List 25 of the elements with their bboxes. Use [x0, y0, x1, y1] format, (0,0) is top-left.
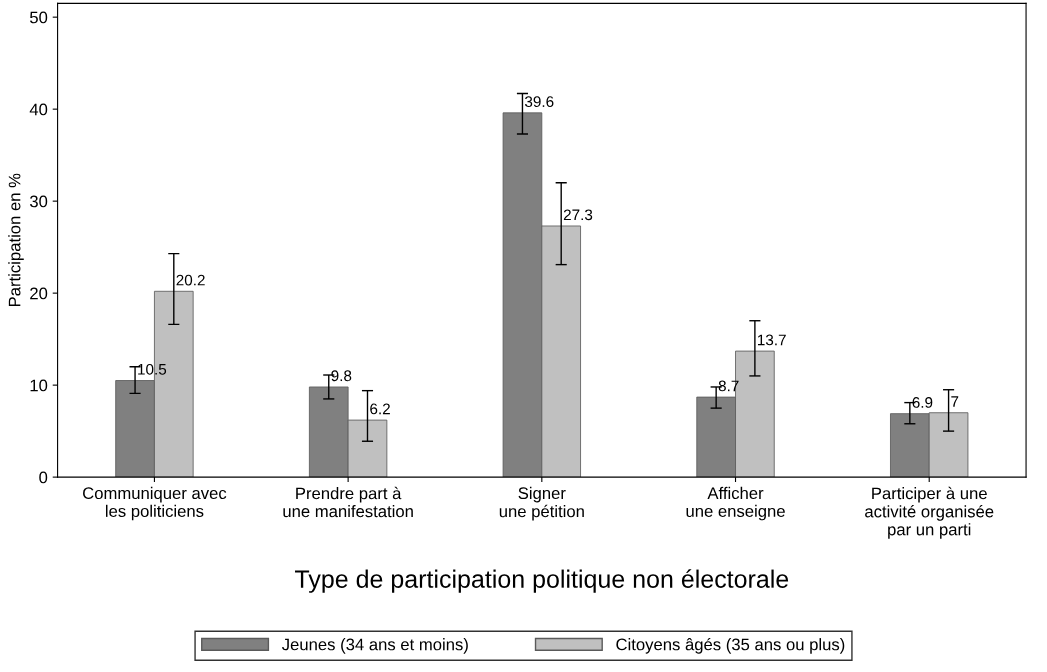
y-tick-label: 40: [29, 103, 48, 116]
x-tick-label: Afficher une enseigne: [686, 486, 785, 521]
y-tick-label: 0: [39, 471, 48, 484]
y-axis-title: Participation en %: [8, 173, 24, 307]
data-label: 39.6: [524, 96, 554, 108]
data-label: 7: [951, 396, 959, 407]
x-tick-label: Participer à une activité organisée par un parti: [865, 486, 994, 539]
x-tick-label: Communiquer avec les politiciens: [83, 486, 227, 521]
legend-label: Jeunes (34 ans et moins): [281, 638, 468, 654]
y-tick-label: 20: [30, 287, 48, 300]
data-label: 6.9: [912, 397, 933, 408]
x-axis-title: Type de participation politique non électorale: [295, 569, 789, 593]
data-label: 9.8: [331, 370, 352, 382]
y-tick-label: 10: [30, 379, 48, 392]
data-label: 8.7: [718, 380, 739, 392]
data-label: 27.3: [563, 209, 593, 221]
x-tick-label: Prendre part à une manifestation: [283, 486, 413, 518]
data-label: 20.2: [176, 274, 205, 286]
data-label: 6.2: [370, 403, 390, 415]
data-label: 13.7: [757, 334, 786, 346]
legend-label: Citoyens âgés (35 ans ou plus): [616, 637, 845, 654]
y-tick-label: 30: [29, 195, 48, 208]
y-tick-label: 50: [29, 11, 48, 24]
x-tick-label: Signer une pétition: [499, 486, 584, 521]
data-label: 10.5: [138, 363, 167, 375]
